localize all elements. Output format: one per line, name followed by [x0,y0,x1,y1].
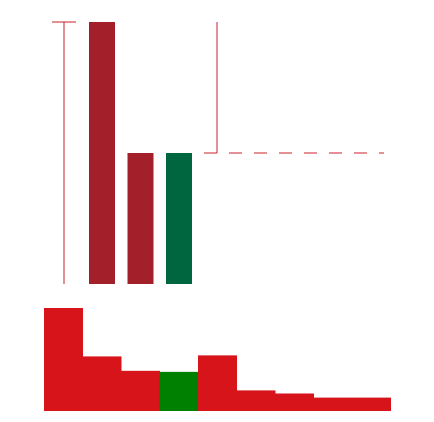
top-bar-chart [52,21,384,284]
bar-1 [44,308,83,411]
bar-2 [82,356,122,411]
bar-6 [236,390,276,411]
bar-2 [127,153,154,284]
bar-1 [89,22,115,284]
bar-3 [121,370,160,411]
bar-5 [198,355,237,411]
bar-4 [159,371,199,411]
bar-7 [275,393,314,411]
bar-8 [313,397,353,411]
bar-9 [352,397,391,411]
bar-3 [166,153,192,284]
bottom-bar-chart [44,308,391,411]
